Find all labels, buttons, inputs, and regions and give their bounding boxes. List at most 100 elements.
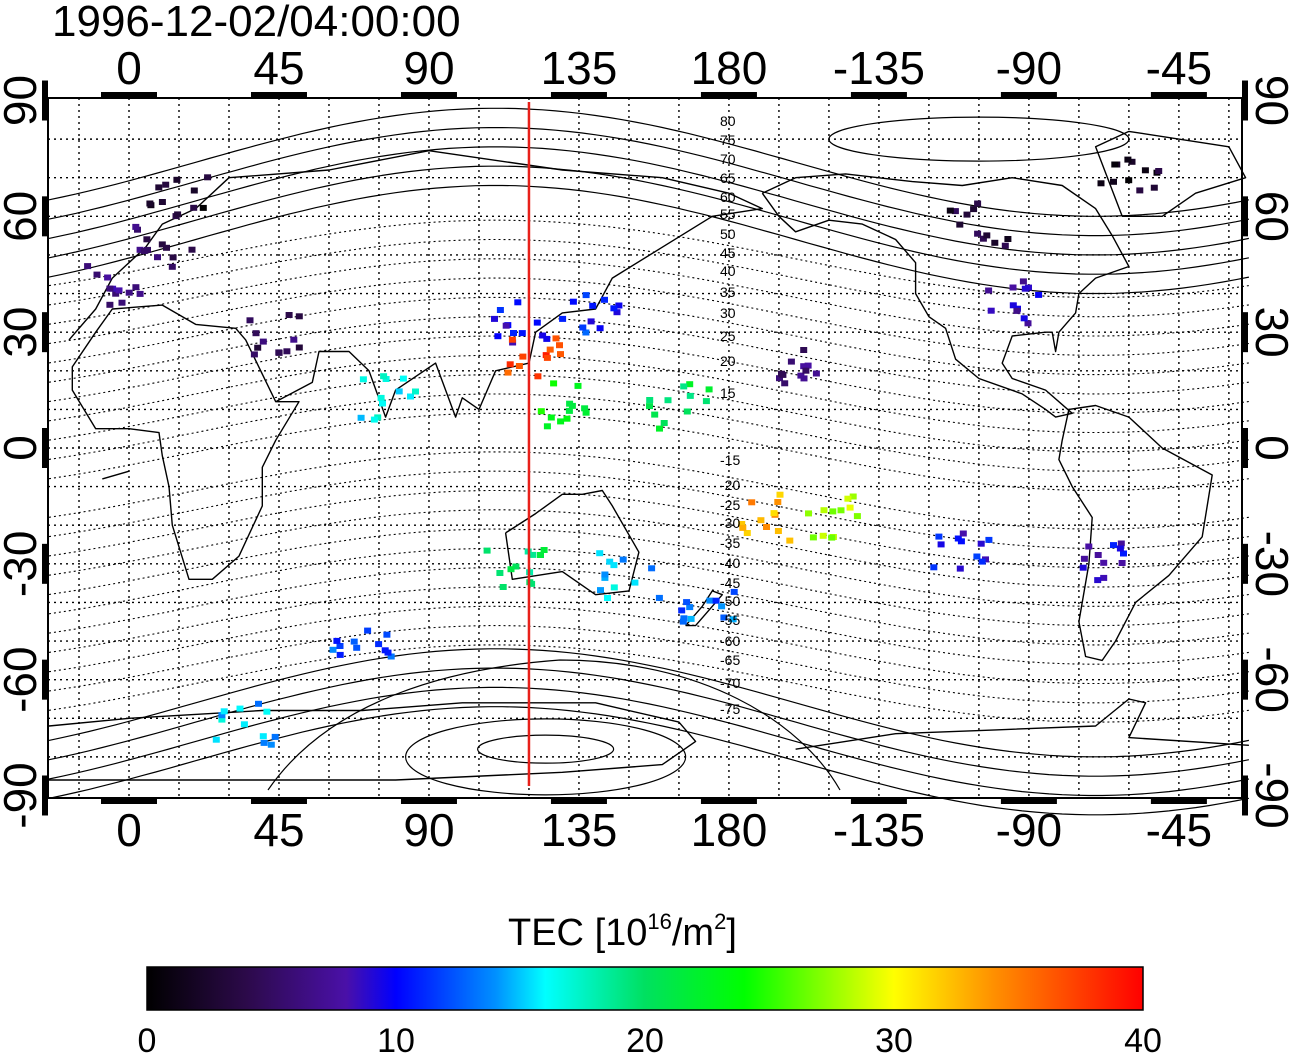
tec-point: [1097, 180, 1105, 187]
tec-point: [1125, 177, 1133, 184]
tec-point: [706, 597, 714, 604]
coastline: [795, 698, 1249, 750]
lon-label-bottom: -135: [833, 804, 925, 856]
tec-point: [496, 307, 504, 313]
tec-point: [140, 248, 148, 254]
mag-latitude-contour: [48, 648, 1250, 758]
tec-point: [1110, 542, 1117, 549]
contour-label: -20: [720, 477, 740, 493]
tec-point: [718, 603, 726, 610]
tec-point: [375, 641, 383, 648]
tec-point: [686, 381, 694, 388]
mag-latitude-contour: [48, 354, 1249, 434]
tec-point: [252, 330, 260, 337]
contour-label: 80: [720, 113, 736, 129]
tec-point: [1020, 315, 1028, 322]
tec-point: [610, 584, 618, 591]
tec-point: [678, 607, 686, 614]
tec-point: [514, 299, 522, 306]
tec-point: [631, 579, 639, 586]
lon-label-bottom: -45: [1146, 804, 1212, 856]
tec-point: [581, 405, 589, 412]
tec-point: [550, 380, 558, 387]
tec-point: [610, 305, 618, 312]
tec-point: [263, 708, 271, 715]
tec-point: [819, 532, 827, 539]
lon-label-top: 180: [691, 42, 768, 94]
mag-latitude-contour: [48, 184, 1250, 295]
colorbar-tick-label: 40: [1124, 1022, 1162, 1057]
tec-point: [559, 315, 567, 322]
contour-label: 65: [720, 170, 736, 186]
tec-point: [804, 362, 812, 369]
tec-point: [199, 204, 207, 211]
map-panel: 8075706560555045403530252015-15-20-25-30…: [0, 42, 1292, 856]
tec-point: [604, 595, 611, 601]
tec-point: [655, 594, 663, 601]
lon-label-bottom: 135: [541, 804, 618, 856]
tec-point: [683, 599, 691, 606]
mag-latitude-contour: [48, 296, 1249, 376]
lat-label-right: 60: [1246, 191, 1292, 242]
coastline: [504, 489, 640, 596]
axis-tick-left: [42, 196, 48, 237]
tec-point: [407, 393, 414, 400]
lon-label-top: -45: [1146, 42, 1212, 94]
tec-point: [259, 733, 267, 740]
axis-tick-right: [1242, 428, 1248, 468]
tec-point: [956, 565, 964, 572]
coastline: [685, 590, 723, 627]
tec-point: [774, 499, 782, 505]
tec-point: [956, 221, 964, 228]
lat-label-left: -60: [0, 646, 46, 712]
contour-label: 25: [720, 328, 736, 344]
mag-latitude-contour: [48, 238, 1249, 318]
tec-point: [218, 712, 226, 719]
tec-point: [395, 388, 403, 395]
tec-point: [935, 533, 943, 540]
tec-point: [569, 298, 577, 305]
tec-point: [574, 382, 582, 389]
tec-point: [254, 344, 262, 351]
tec-point: [1019, 278, 1027, 285]
lon-label-top: 45: [253, 42, 304, 94]
mag-latitude-contour: [48, 706, 1250, 816]
tec-point: [582, 409, 590, 416]
colorbar-tick-label: 0: [138, 1022, 157, 1057]
axis-tick-top: [400, 92, 457, 98]
tec-point: [1124, 156, 1132, 163]
tec-point: [515, 363, 523, 369]
tec-point: [686, 604, 694, 611]
tec-point: [702, 398, 710, 405]
tec-point: [601, 571, 609, 578]
coastline: [102, 470, 130, 480]
tec-point: [587, 318, 595, 325]
tec-point: [118, 299, 126, 306]
tec-point: [1141, 167, 1149, 174]
tec-point: [383, 631, 391, 638]
lon-label-top: 0: [116, 42, 142, 94]
axis-tick-bottom: [101, 798, 157, 804]
mag-latitude-contour: [48, 644, 1249, 723]
tec-point: [849, 493, 857, 500]
tec-point: [1111, 161, 1119, 168]
mag-latitude-contour: [48, 686, 1250, 797]
tec-point: [1117, 540, 1125, 547]
axis-tick-bottom: [250, 798, 307, 804]
axis-ticks: [42, 80, 1248, 816]
tec-point: [259, 338, 267, 345]
lon-label-bottom: 0: [116, 804, 142, 856]
tec-point: [829, 508, 837, 515]
tec-point: [610, 562, 618, 569]
axis-tick-left: [42, 80, 48, 121]
tec-point: [739, 524, 747, 531]
tec-point: [1079, 564, 1087, 571]
tec-point: [283, 348, 291, 355]
tec-point: [973, 553, 981, 560]
tec-point: [494, 333, 502, 340]
tec-point: [379, 400, 386, 407]
north-pole-contour: [828, 116, 1130, 162]
tec-point: [680, 383, 688, 390]
